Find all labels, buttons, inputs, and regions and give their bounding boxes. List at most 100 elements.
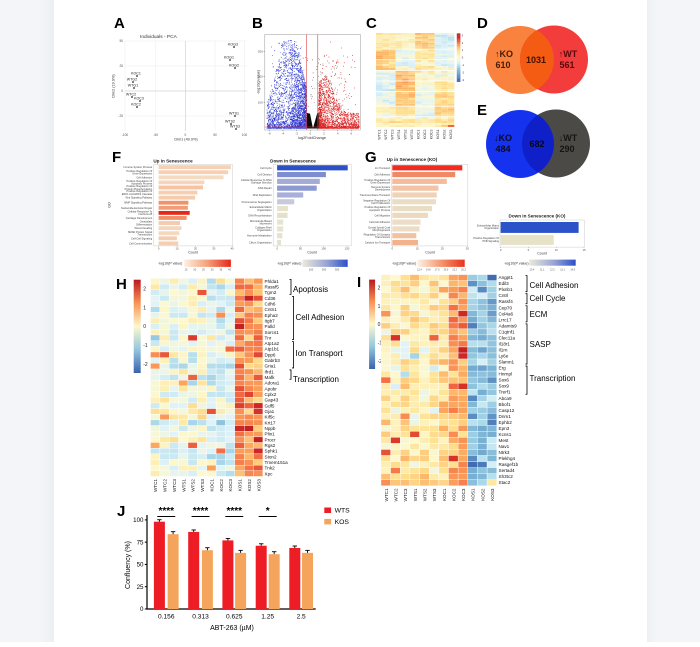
svg-text:Erg: Erg: [499, 366, 507, 371]
svg-text:G: G: [365, 149, 377, 166]
svg-text:Hnrnpl: Hnrnpl: [499, 372, 513, 377]
svg-text:Wnt Signaling Pathway: Wnt Signaling Pathway: [126, 196, 153, 200]
svg-text:Il1rn: Il1rn: [499, 348, 508, 353]
svg-text:Up in Senescence (KO): Up in Senescence (KO): [387, 157, 438, 162]
svg-text:-2: -2: [143, 362, 148, 368]
svg-text:100: 100: [133, 517, 144, 524]
svg-text:0: 0: [185, 133, 187, 137]
svg-text:F: F: [112, 149, 121, 166]
svg-text:561: 561: [559, 60, 574, 70]
svg-text:Confluency (%): Confluency (%): [125, 541, 132, 589]
svg-text:Transcription: Transcription: [530, 374, 576, 383]
svg-text:****: ****: [193, 506, 209, 517]
svg-text:Chromosome Segregation: Chromosome Segregation: [241, 200, 272, 204]
svg-text:Positive Regulation Of: Positive Regulation Of: [365, 178, 391, 182]
svg-text:WTG1: WTG1: [128, 83, 138, 87]
svg-text:↓WT: ↓WT: [559, 133, 578, 143]
svg-text:Plekhg4: Plekhg4: [499, 456, 516, 461]
svg-text:Differentiation: Differentiation: [136, 222, 153, 226]
svg-text:2: 2: [378, 285, 381, 291]
svg-text:Hormone Metabolism: Hormone Metabolism: [247, 234, 272, 238]
svg-text:PKB Signaling: PKB Signaling: [482, 239, 499, 243]
svg-text:5: 5: [528, 248, 530, 252]
svg-text:Cep70: Cep70: [499, 305, 513, 310]
svg-text:-log10(P value): -log10(P value): [392, 261, 416, 265]
svg-text:KOG2: KOG2: [229, 63, 239, 67]
svg-text:Sphk1: Sphk1: [265, 449, 278, 454]
svg-text:75: 75: [137, 539, 144, 546]
svg-text:200: 200: [258, 75, 263, 79]
svg-text:Collagen Fibril: Collagen Fibril: [255, 226, 272, 230]
svg-text:Osteoblast: Osteoblast: [140, 220, 153, 224]
svg-text:Sorcs1: Sorcs1: [265, 330, 280, 335]
svg-text:0: 0: [158, 247, 160, 251]
svg-text:WTS2: WTS2: [225, 119, 235, 123]
svg-text:300: 300: [258, 50, 263, 54]
svg-text:2: 2: [143, 287, 146, 293]
svg-text:300: 300: [335, 267, 340, 271]
svg-text:Mest: Mest: [499, 438, 510, 443]
svg-text:Gabrb3: Gabrb3: [265, 358, 281, 363]
svg-text:DNA Replication: DNA Replication: [253, 193, 272, 197]
svg-text:J: J: [117, 503, 125, 520]
svg-text:30: 30: [212, 247, 216, 251]
svg-text:-log10(P value): -log10(P value): [158, 261, 182, 265]
svg-text:Immune System Process: Immune System Process: [123, 165, 153, 169]
svg-text:0.156: 0.156: [158, 614, 175, 621]
svg-text:0: 0: [309, 132, 311, 136]
svg-text:WTC3: WTC3: [391, 130, 395, 140]
svg-text:KOS2: KOS2: [443, 130, 447, 140]
svg-text:WTG2: WTG2: [127, 77, 137, 81]
svg-text:Edil3: Edil3: [499, 281, 510, 286]
svg-text:Epha2: Epha2: [265, 313, 279, 318]
svg-text:Slamn1: Slamn1: [499, 360, 515, 365]
svg-text:Ntrk3: Ntrk3: [499, 450, 510, 455]
svg-text:Stac2: Stac2: [499, 480, 511, 485]
svg-text:0: 0: [378, 322, 381, 328]
svg-text:-1: -1: [143, 343, 148, 349]
svg-text:10: 10: [175, 247, 179, 251]
svg-text:Rasgef1b: Rasgef1b: [499, 462, 519, 467]
svg-text:****: ****: [158, 506, 174, 517]
svg-text:WTC3: WTC3: [403, 488, 408, 501]
svg-text:-log10(P value): -log10(P value): [277, 261, 301, 265]
svg-text:Cell Migration: Cell Migration: [374, 213, 390, 217]
svg-text:Tnk2: Tnk2: [265, 466, 276, 471]
svg-text:200: 200: [322, 267, 327, 271]
svg-text:Cell-Cell Adhesion: Cell-Cell Adhesion: [369, 220, 391, 224]
svg-text:Regulation Of Synaptic: Regulation Of Synaptic: [364, 232, 391, 236]
svg-text:40: 40: [231, 247, 235, 251]
svg-text:BMP Signaling Pathway: BMP Signaling Pathway: [125, 201, 153, 205]
svg-text:20: 20: [193, 267, 196, 271]
svg-text:KOC3: KOC3: [430, 130, 434, 140]
svg-text:Ston2: Ston2: [265, 454, 277, 459]
svg-text:-25: -25: [118, 114, 123, 118]
svg-text:Movement: Movement: [260, 221, 272, 225]
svg-text:100: 100: [309, 267, 314, 271]
svg-text:50: 50: [213, 133, 217, 137]
svg-text:Ion Transport: Ion Transport: [296, 349, 344, 358]
svg-text:Sox6: Sox6: [499, 378, 510, 383]
svg-text:Count: Count: [425, 251, 435, 255]
svg-text:Sh3tc2: Sh3tc2: [499, 474, 514, 479]
svg-text:Plin1: Plin1: [265, 432, 276, 437]
svg-text:1.25: 1.25: [261, 614, 274, 621]
svg-text:Organization: Organization: [257, 208, 272, 212]
svg-text:****: ****: [226, 506, 242, 517]
svg-text:Adamts9: Adamts9: [499, 323, 518, 328]
svg-text:Atp1a2: Atp1a2: [265, 341, 280, 346]
svg-text:Cntrl: Cntrl: [499, 293, 509, 298]
svg-text:26.2: 26.2: [461, 268, 466, 271]
svg-text:A: A: [114, 15, 125, 32]
svg-text:Count: Count: [307, 251, 317, 255]
svg-text:WTC2: WTC2: [384, 130, 388, 140]
svg-text:Transmission: Transmission: [375, 235, 391, 239]
svg-text:-1: -1: [378, 340, 383, 346]
svg-text:Apoptosis: Apoptosis: [293, 285, 328, 294]
svg-text:Mafk: Mafk: [265, 375, 276, 380]
svg-text:↓KO: ↓KO: [494, 133, 512, 143]
svg-text:4: 4: [337, 132, 339, 136]
svg-text:WTS3: WTS3: [410, 130, 414, 140]
svg-text:Col4a6: Col4a6: [499, 311, 514, 316]
svg-text:Protein Phosphorylation: Protein Phosphorylation: [125, 187, 153, 191]
